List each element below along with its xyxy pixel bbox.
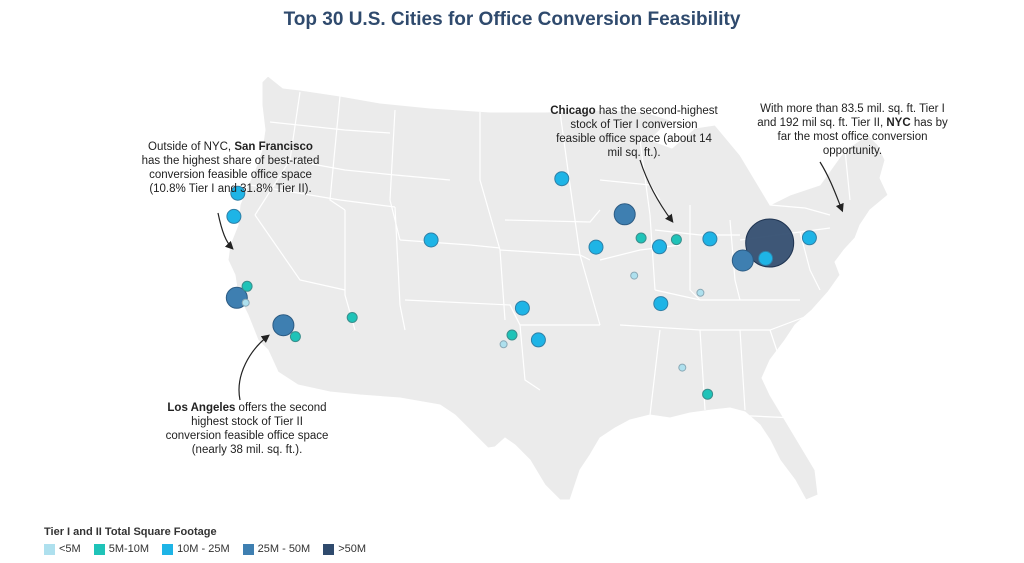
city-marker-new-york[interactable] [745,218,795,268]
city-marker-minneapolis[interactable] [554,171,570,187]
arrow-chicago [639,159,674,223]
arrow-san-francisco [217,212,234,250]
legend-swatch-gt50 [323,543,335,555]
annotation-nyc: With more than 83.5 mil. sq. ft. Tier I … [755,102,950,158]
city-marker-atlanta[interactable] [653,296,669,312]
annotation-la-text-after: offers the second highest stock of Tier … [165,402,329,456]
legend-title: Tier I and II Total Square Footage [44,526,217,538]
legend-item-5to10: 5M-10M [93,543,150,555]
annotation-san-francisco: Outside of NYC, San Francisco has the hi… [138,140,323,196]
city-marker-denver[interactable] [423,232,439,248]
city-marker-dallas[interactable] [514,300,530,316]
city-marker-miami[interactable] [702,388,714,400]
city-marker-washington[interactable] [731,249,754,272]
us-landmass [227,75,889,501]
city-marker-seattle[interactable] [230,185,246,201]
annotation-nyc-text-after: has by far the most office conversion op… [777,117,948,157]
city-marker-cincinnati[interactable] [652,239,667,255]
city-marker-chicago[interactable] [613,203,636,226]
city-marker-charlotte[interactable] [696,288,705,297]
city-marker-austin[interactable] [506,329,518,341]
city-marker-pittsburgh[interactable] [702,231,718,247]
legend: <5M 5M-10M 10M - 25M 25M - 50M >50M [44,543,379,555]
legend-label: <5M [59,543,81,555]
annotation-la-city: Los Angeles [167,402,236,414]
legend-item-10to25: 10M - 25M [162,543,230,555]
city-marker-san-jose[interactable] [241,298,250,307]
legend-item-lt5: <5M [44,543,81,555]
legend-swatch-10to25 [162,543,174,555]
city-marker-nashville[interactable] [630,271,639,280]
legend-swatch-25to50 [242,543,254,555]
annotation-sf-city: San Francisco [234,141,313,153]
legend-label: 10M - 25M [177,543,230,555]
legend-swatch-lt5 [44,543,55,555]
legend-label: 5M-10M [108,543,150,555]
city-marker-tampa[interactable] [678,363,687,372]
city-marker-st-louis[interactable] [588,239,604,255]
city-marker-philadelphia[interactable] [758,250,774,266]
city-marker-san-diego[interactable] [289,331,301,343]
city-marker-portland[interactable] [226,208,242,224]
legend-swatch-5to10 [93,543,105,555]
city-marker-los-angeles[interactable] [272,314,295,337]
city-marker-san-antonio[interactable] [499,340,508,349]
annotation-nyc-text-before: With more than 83.5 mil. sq. ft. Tier I … [757,103,945,129]
city-marker-houston[interactable] [530,332,546,348]
annotation-sf-text-after: has the highest share of best-rated conv… [141,155,320,195]
legend-label: 25M - 50M [257,543,311,555]
arrow-los-angeles [238,334,270,401]
state-borders [249,91,851,419]
city-marker-columbus[interactable] [670,234,682,246]
map-title: Top 30 U.S. Cities for Office Conversion… [283,9,741,30]
legend-label: >50M [338,543,367,555]
annotation-chicago: Chicago has the second-highest stock of … [549,104,719,160]
city-marker-sacramento[interactable] [241,280,253,292]
arrow-nyc [819,161,844,213]
annotation-chi-city: Chicago [550,105,596,117]
annotation-sf-text-before: Outside of NYC, [148,141,235,153]
annotation-chi-text-after: has the second-highest stock of Tier I c… [556,105,718,159]
annotation-nyc-city: NYC [886,117,911,129]
annotation-los-angeles: Los Angeles offers the second highest st… [162,401,332,457]
city-marker-boston[interactable] [801,230,817,246]
city-marker-phoenix[interactable] [346,312,358,323]
legend-item-gt50: >50M [323,543,366,555]
city-marker-indianapolis[interactable] [635,232,647,244]
legend-item-25to50: 25M - 50M [242,543,311,555]
